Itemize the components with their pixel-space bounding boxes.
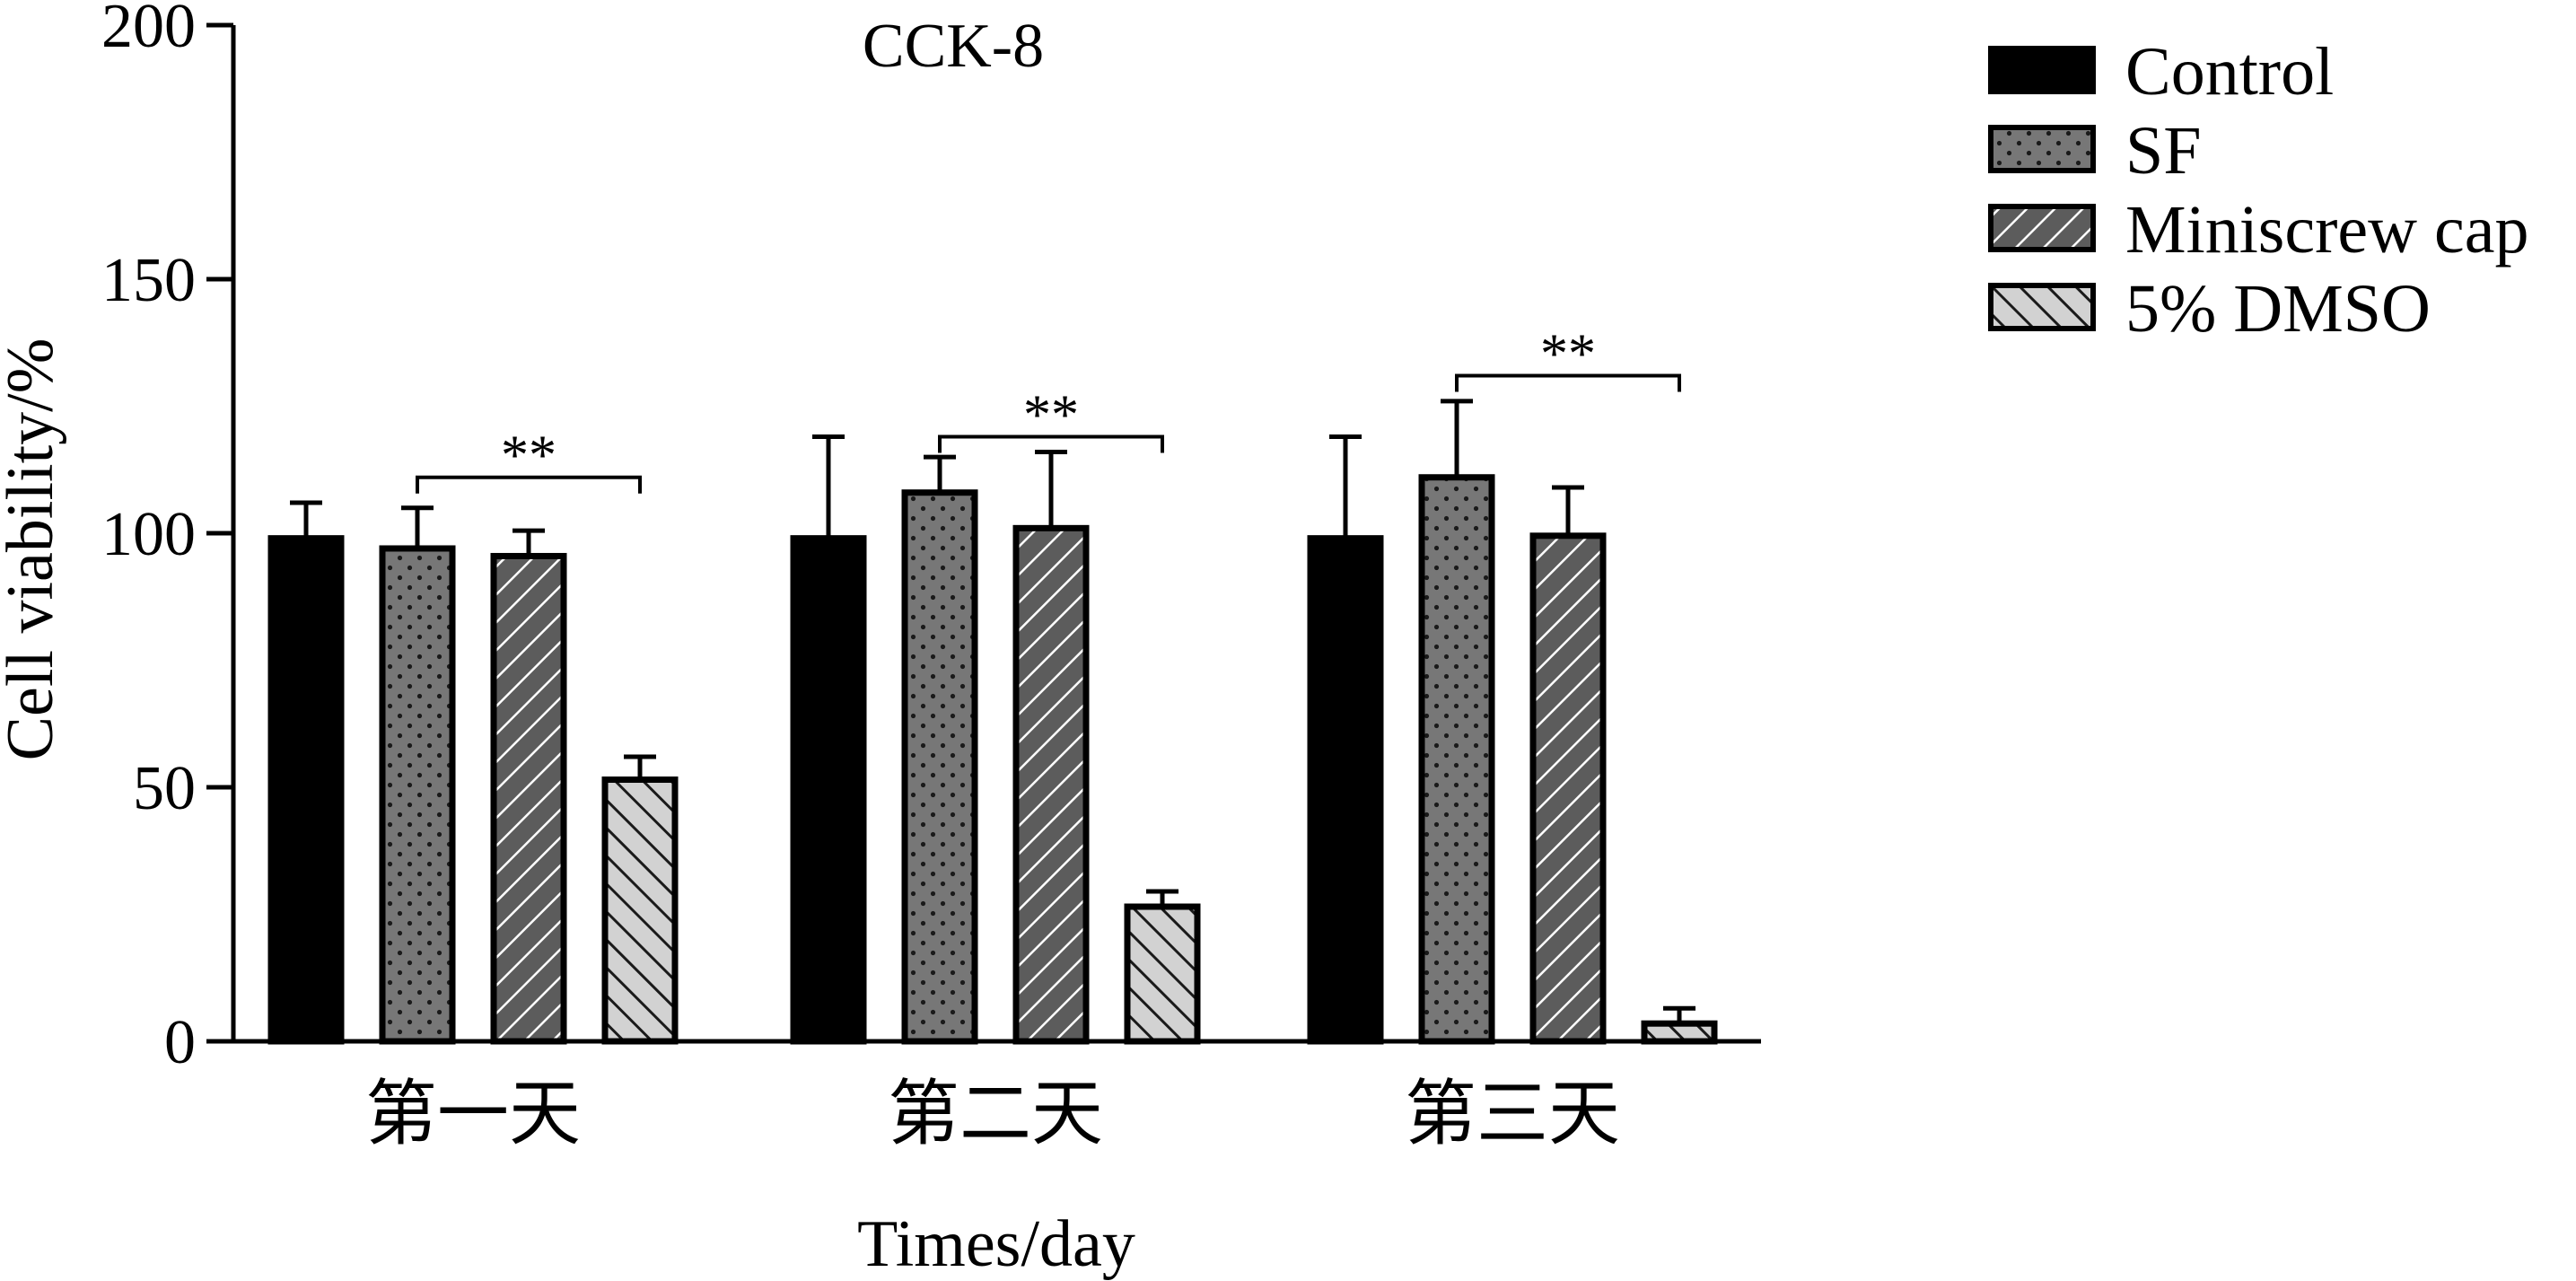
bar bbox=[1012, 524, 1090, 1045]
y-tick-label: 150 bbox=[101, 246, 196, 315]
legend-swatch bbox=[1988, 46, 2096, 94]
legend-swatch bbox=[1988, 125, 2096, 173]
legend-label: SF bbox=[2125, 113, 2202, 189]
bar bbox=[490, 552, 567, 1045]
x-category-label: 第一天 bbox=[365, 1075, 581, 1154]
bar bbox=[379, 545, 456, 1045]
significance-bracket bbox=[938, 434, 1164, 453]
legend-label: Control bbox=[2125, 34, 2334, 110]
bar bbox=[901, 489, 978, 1045]
chart-title: CCK-8 bbox=[863, 12, 1044, 81]
significance-bracket bbox=[1455, 373, 1681, 392]
bar bbox=[1307, 535, 1384, 1045]
legend-label: Miniscrew cap bbox=[2125, 192, 2529, 268]
y-tick-label: 0 bbox=[164, 1008, 196, 1077]
y-tick-label: 50 bbox=[133, 754, 196, 823]
legend-swatch bbox=[1988, 204, 2096, 252]
significance-label: ** bbox=[501, 426, 556, 487]
legend-label: 5% DMSO bbox=[2125, 271, 2431, 347]
significance-bracket bbox=[416, 475, 642, 494]
significance-label: ** bbox=[1023, 384, 1079, 445]
plot-area: 0 50 100 150 200 第一天 第二天 第三天 ** ** ** bbox=[101, 0, 1761, 1154]
x-category-label: 第三天 bbox=[1405, 1075, 1620, 1154]
y-axis-title: Cell viability/% bbox=[0, 338, 67, 761]
significance-label: ** bbox=[1540, 324, 1596, 385]
y-tick-label: 100 bbox=[101, 500, 196, 569]
legend-swatch bbox=[1988, 283, 2096, 331]
bar bbox=[601, 776, 679, 1045]
bar bbox=[1529, 532, 1607, 1045]
x-axis-title: Times/day bbox=[857, 1207, 1135, 1281]
bar bbox=[267, 535, 345, 1045]
bar bbox=[1641, 1020, 1718, 1045]
bar bbox=[790, 535, 867, 1045]
bar bbox=[1418, 474, 1495, 1045]
y-tick-label: 200 bbox=[101, 0, 196, 61]
x-category-label: 第二天 bbox=[888, 1075, 1103, 1154]
bar bbox=[1124, 903, 1201, 1045]
